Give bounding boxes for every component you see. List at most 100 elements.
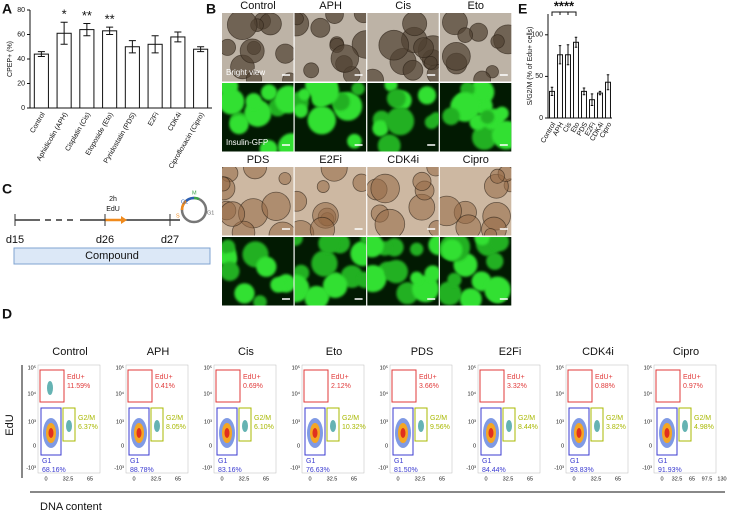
micrograph [439,83,512,152]
gate-percent: 3.82% [606,424,626,431]
compound-bar [13,247,211,265]
flow-x-tick: 65 [175,476,181,482]
flow-y-tick: 10³ [116,419,124,425]
gate-label: G2/M [78,415,95,422]
image-title: Control [240,0,275,12]
gate-percent: 6.10% [254,424,274,431]
gfp-cluster [294,103,308,118]
flow-y-tick: 0 [297,443,300,449]
flow-title: PDS [411,346,434,358]
gfp-cluster [367,237,384,258]
events [506,420,512,432]
image-title: CDK4i [387,154,419,166]
bar [170,36,186,109]
flow-x-tick: 0 [308,476,311,482]
plot-frame [565,364,629,474]
gate-edu [391,369,417,403]
plot-frame [213,364,277,474]
flow-y-tick: 10³ [28,419,36,425]
gate-label: EdU+ [683,374,701,381]
organoid [426,167,439,177]
flow-x-tick: 0 [396,476,399,482]
flow-x-tick: 65 [351,476,357,482]
y-axis-label: S/G2/M (% of Edu+ cells) [527,27,534,106]
gate-label: G1 [658,458,667,465]
phase-label: S [176,213,180,219]
events [682,420,688,432]
organoid [294,13,304,26]
flow-y-tick: -10³ [466,465,476,471]
gate-percent: 88.78% [130,467,154,474]
y-tick-label: 40 [17,56,25,63]
micrograph [294,83,367,152]
plot-frame [477,364,541,474]
phase-arc [185,196,195,203]
gfp-cluster [439,281,462,306]
flow-y-tick: 10⁴ [116,390,125,397]
gfp-cluster [270,277,286,293]
gate-g1 [304,407,326,456]
organoid [441,41,471,71]
gate-label: G1 [306,458,315,465]
gate-label: EdU+ [243,374,261,381]
gate-percent: 9.56% [430,424,450,431]
gate-g2m [150,407,164,442]
gfp-cluster [384,259,408,284]
flow-x-tick: 0 [484,476,487,482]
gate-edu [567,369,593,403]
flow-title: Cis [238,346,254,358]
flow-x-tick: 32.5 [591,476,602,482]
y-tick-label: 20 [17,80,25,87]
image-title: E2Fi [319,154,342,166]
error-bar [598,90,602,96]
gfp-cluster [495,106,509,121]
flow-x-tick: 32.5 [151,476,162,482]
gate-edu [215,369,241,403]
phase-label: G1 [207,210,214,216]
image-title: Eto [468,0,485,12]
flow-y-tick: -10³ [114,465,124,471]
flow-y-tick: -10³ [554,465,564,471]
flow-x-tick: 65 [615,476,621,482]
gfp-cluster [474,237,491,246]
flow-title: Eto [326,346,343,358]
flow-x-tick: 32.5 [415,476,426,482]
gate-g1 [216,407,238,456]
gate-percent: 2.12% [331,383,351,390]
panel-label: C [2,181,12,197]
gfp-cluster [484,276,511,303]
gate-percent: 3.66% [419,383,439,390]
y-tick-label: 50 [535,73,543,80]
gfp-cluster [367,265,387,293]
events [576,428,582,438]
flow-y-tick: 0 [121,443,124,449]
timeline: 2h EdU d15 d26 d27 Compound G2 M S G1 [6,190,214,265]
events [154,420,160,432]
row-label: Bright view [226,68,265,77]
flow-x-label: DNA content [40,501,102,513]
gate-label: G2/M [606,415,623,422]
organoid [222,38,237,56]
gfp-cluster [410,242,424,256]
flow-x-tick: 65 [527,476,533,482]
gfp-cluster [417,86,437,105]
gate-label: G2/M [694,415,711,422]
plot-frame [301,364,365,474]
flow-y-tick: 10⁵ [468,364,476,371]
flow-y-tick: -10³ [378,465,388,471]
significance-bracket [551,11,577,16]
gfp-cluster [372,120,389,137]
events [224,428,230,438]
gfp-cluster [489,237,510,252]
bar [193,48,209,109]
micrograph [294,13,367,82]
events [242,420,248,432]
micrograph [222,167,294,236]
error-bar [197,46,205,53]
error-bar [83,22,91,37]
organoid [484,228,498,236]
flow-y-tick: 10⁵ [204,364,212,371]
significance: **** [554,0,575,13]
gate-edu [127,369,153,403]
flow-x-tick: 32.5 [239,476,250,482]
